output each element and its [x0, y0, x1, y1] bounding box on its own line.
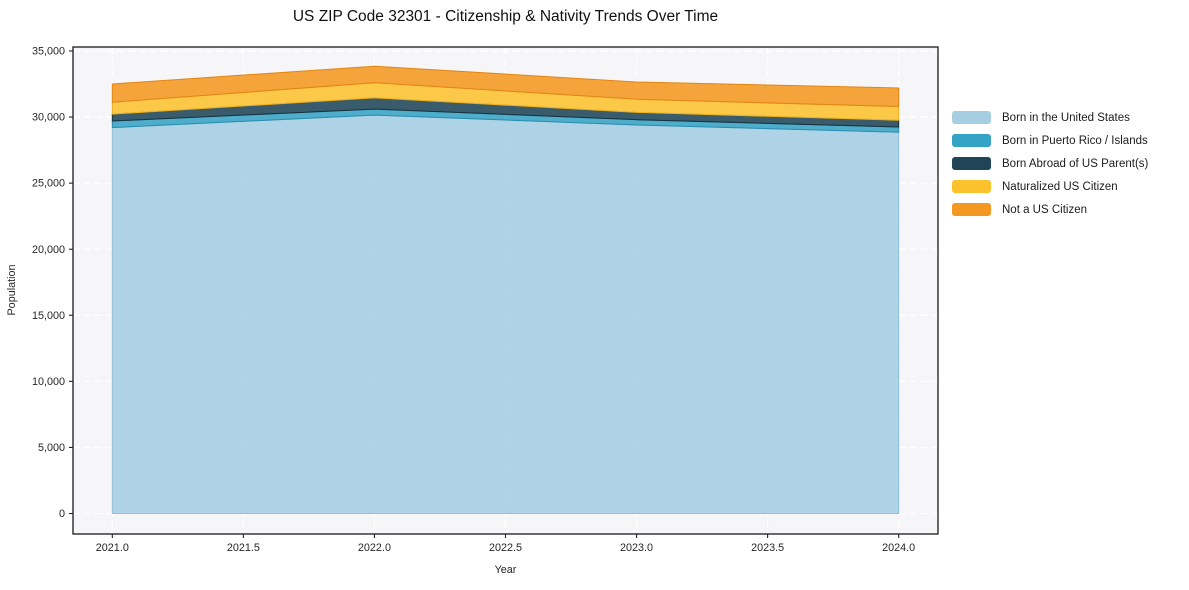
- y-tick-label: 5,000: [38, 442, 65, 454]
- legend-swatch: [952, 180, 991, 193]
- legend-swatch: [952, 111, 991, 124]
- legend-item-born-in-the-united-states: Born in the United States: [952, 111, 1148, 124]
- x-tick-label: 2023.5: [751, 542, 784, 554]
- legend-item-born-abroad-of-us-parent-s: Born Abroad of US Parent(s): [952, 157, 1148, 170]
- x-tick-label: 2021.0: [96, 542, 129, 554]
- legend-label: Not a US Citizen: [1002, 203, 1088, 216]
- x-tick-label: 2021.5: [227, 542, 260, 554]
- chart-title: US ZIP Code 32301 - Citizenship & Nativi…: [292, 8, 719, 25]
- x-axis-label: Year: [494, 564, 517, 576]
- legend-item-not-a-us-citizen: Not a US Citizen: [952, 203, 1148, 216]
- y-tick-label: 15,000: [32, 310, 65, 322]
- y-tick-label: 25,000: [32, 178, 65, 190]
- legend-item-naturalized-us-citizen: Naturalized US Citizen: [952, 180, 1148, 193]
- x-tick-label: 2022.0: [358, 542, 391, 554]
- x-tick-label: 2022.5: [489, 542, 522, 554]
- x-tick-label: 2023.0: [620, 542, 653, 554]
- y-tick-label: 30,000: [32, 112, 65, 124]
- legend-label: Naturalized US Citizen: [1002, 180, 1118, 193]
- legend: Born in the United States Born in Puerto …: [952, 111, 1148, 216]
- area-series-born-in-the-united-states: [111, 114, 900, 514]
- y-tick-label: 10,000: [32, 376, 65, 388]
- legend-swatch: [952, 203, 991, 216]
- legend-item-born-in-puerto-rico-islands: Born in Puerto Rico / Islands: [952, 134, 1148, 147]
- y-tick-label: 35,000: [32, 46, 65, 58]
- legend-label: Born in Puerto Rico / Islands: [1002, 134, 1148, 147]
- area-series-not-a-us-citizen: [111, 65, 900, 107]
- x-tick-label: 2024.0: [882, 542, 915, 554]
- y-tick-label: 20,000: [32, 244, 65, 256]
- legend-label: Born Abroad of US Parent(s): [1002, 157, 1149, 170]
- y-tick-label: 0: [59, 508, 65, 520]
- legend-swatch: [952, 134, 991, 147]
- legend-label: Born in the United States: [1002, 111, 1130, 124]
- y-axis-label: Population: [6, 264, 18, 316]
- legend-swatch: [952, 157, 991, 170]
